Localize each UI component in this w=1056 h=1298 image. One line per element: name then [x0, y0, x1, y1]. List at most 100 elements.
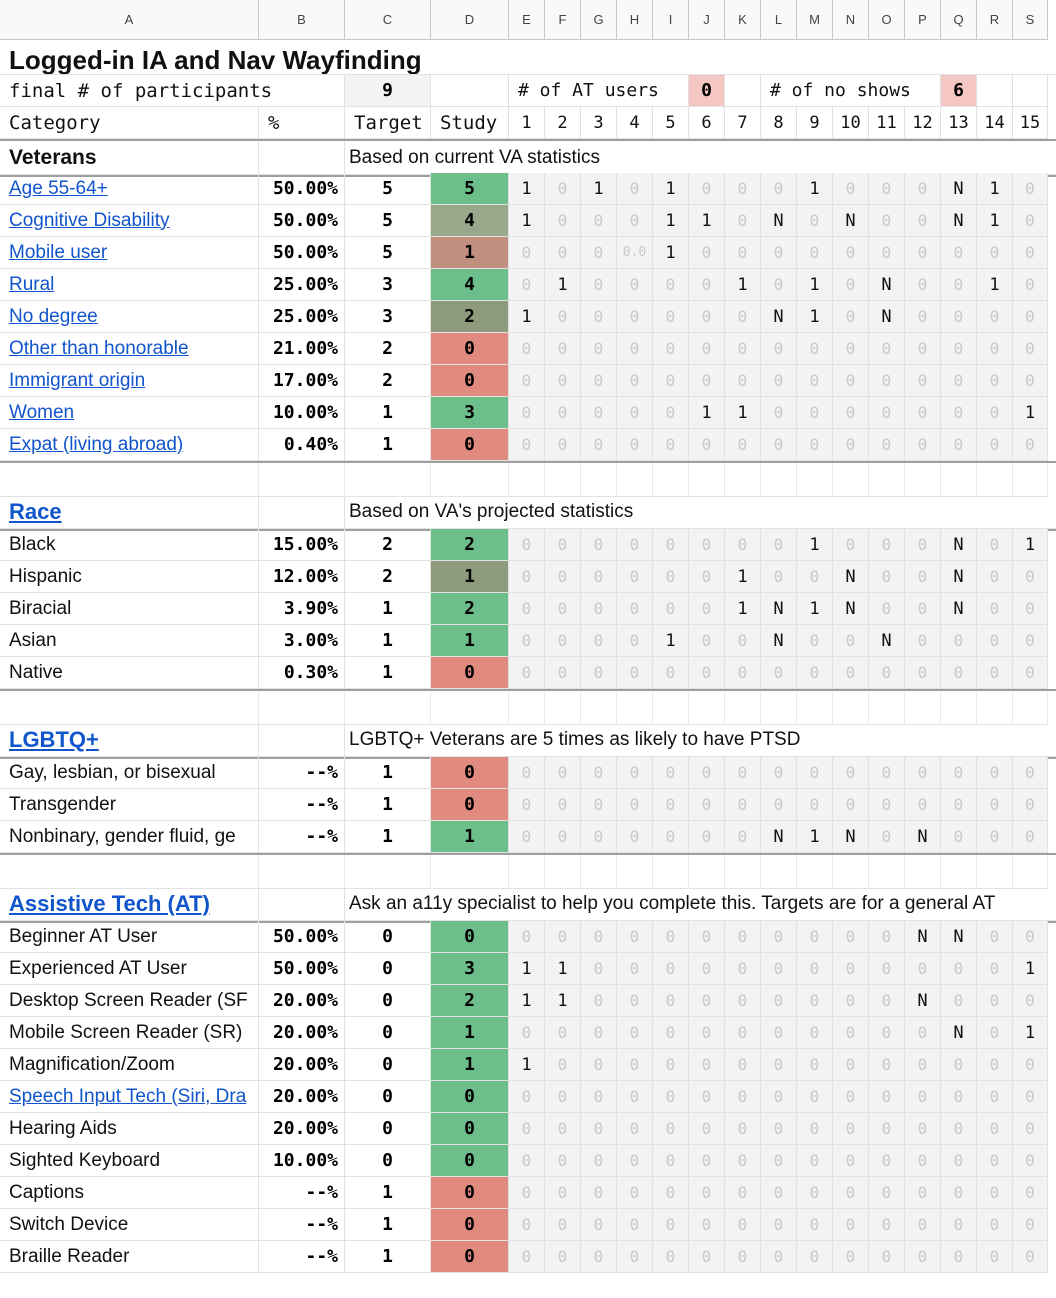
participant-cell[interactable]: 0	[581, 1145, 617, 1177]
participant-cell[interactable]: 1	[725, 397, 761, 429]
participant-cell[interactable]: 0	[797, 1145, 833, 1177]
participant-cell[interactable]: 0	[833, 301, 869, 333]
empty-cell[interactable]	[431, 691, 509, 725]
participant-cell[interactable]: 1	[797, 173, 833, 205]
participant-cell[interactable]: 1	[977, 205, 1013, 237]
percent-cell[interactable]: 20.00%	[259, 985, 345, 1017]
participant-cell[interactable]: 0	[509, 365, 545, 397]
participant-cell[interactable]: 0	[653, 1177, 689, 1209]
participant-cell[interactable]: 0	[797, 397, 833, 429]
participant-cell[interactable]: 0	[509, 561, 545, 593]
participant-cell[interactable]: 0	[725, 953, 761, 985]
participant-cell[interactable]: 0	[689, 237, 725, 269]
participant-cell[interactable]: 0	[581, 205, 617, 237]
empty-cell[interactable]	[833, 463, 869, 497]
participant-cell[interactable]: 0	[869, 1145, 905, 1177]
participant-cell[interactable]: N	[761, 625, 797, 657]
participant-cell[interactable]: 0	[869, 237, 905, 269]
target-cell[interactable]: 5	[345, 237, 431, 269]
at-users-label[interactable]: # of AT users	[509, 75, 689, 107]
empty-cell[interactable]	[431, 855, 509, 889]
participant-cell[interactable]: 0	[869, 757, 905, 789]
participant-cell[interactable]: 0	[941, 333, 977, 365]
percent-cell[interactable]: 50.00%	[259, 173, 345, 205]
participant-cell[interactable]: 0	[653, 821, 689, 853]
participant-cell[interactable]: 0	[581, 953, 617, 985]
percent-cell[interactable]: 3.90%	[259, 593, 345, 625]
participant-cell[interactable]: N	[941, 921, 977, 953]
study-cell[interactable]: 0	[431, 1209, 509, 1241]
section-title[interactable]: Race	[0, 495, 259, 529]
study-cell[interactable]: 2	[431, 985, 509, 1017]
participant-cell[interactable]: 0	[869, 173, 905, 205]
row-label[interactable]: Nonbinary, gender fluid, ge	[0, 821, 259, 853]
participant-cell[interactable]: 0	[509, 237, 545, 269]
participant-cell[interactable]: 0	[1013, 789, 1048, 821]
participant-cell[interactable]: 0	[581, 657, 617, 689]
percent-cell[interactable]: --%	[259, 1177, 345, 1209]
participant-cell[interactable]: 0	[905, 205, 941, 237]
participant-cell[interactable]: 0	[653, 953, 689, 985]
participant-cell[interactable]: 0	[689, 985, 725, 1017]
participant-cell[interactable]: 0	[869, 1081, 905, 1113]
participant-cell[interactable]: 0	[869, 921, 905, 953]
participant-cell[interactable]: 0	[545, 757, 581, 789]
target-cell[interactable]: 1	[345, 1241, 431, 1273]
participant-cell[interactable]: 0	[761, 1145, 797, 1177]
sheet-title[interactable]: Logged-in IA and Nav Wayfinding	[0, 40, 1056, 75]
participant-cell[interactable]: 1	[797, 593, 833, 625]
participant-cell[interactable]: 0	[941, 625, 977, 657]
participant-cell[interactable]: 0	[545, 789, 581, 821]
participant-cell[interactable]: 0	[761, 789, 797, 821]
percent-cell[interactable]: 25.00%	[259, 301, 345, 333]
target-cell[interactable]: 1	[345, 1177, 431, 1209]
column-header-a[interactable]: A	[0, 0, 259, 40]
summary-blank-r[interactable]	[977, 75, 1013, 107]
participant-cell[interactable]: 0	[545, 397, 581, 429]
empty-cell[interactable]	[545, 855, 581, 889]
participant-cell[interactable]: 0	[869, 1209, 905, 1241]
participant-cell[interactable]: 0	[797, 1113, 833, 1145]
participant-cell[interactable]: 0	[581, 985, 617, 1017]
empty-cell[interactable]	[797, 855, 833, 889]
percent-cell[interactable]: 0.40%	[259, 429, 345, 461]
participant-cell[interactable]: 0	[725, 921, 761, 953]
participant-cell[interactable]: 0	[725, 1209, 761, 1241]
participant-cell[interactable]: 0	[833, 1241, 869, 1273]
participant-cell[interactable]: 0	[509, 921, 545, 953]
empty-cell[interactable]	[653, 855, 689, 889]
participant-cell[interactable]: 0	[905, 1177, 941, 1209]
participant-cell[interactable]: 0	[725, 429, 761, 461]
empty-cell[interactable]	[1013, 691, 1048, 725]
participant-cell[interactable]: 0	[725, 985, 761, 1017]
participant-cell[interactable]: 0	[545, 529, 581, 561]
participant-cell[interactable]: 0	[617, 953, 653, 985]
participant-cell[interactable]: 0	[977, 985, 1013, 1017]
participant-cell[interactable]: 0	[653, 757, 689, 789]
column-header-i[interactable]: I	[653, 0, 689, 40]
participant-cell[interactable]: N	[869, 625, 905, 657]
percent-cell[interactable]: 50.00%	[259, 205, 345, 237]
participant-cell[interactable]: 0	[617, 397, 653, 429]
participant-cell[interactable]: 0	[689, 1081, 725, 1113]
participant-cell[interactable]: 0	[977, 561, 1013, 593]
participant-cell[interactable]: 0	[509, 529, 545, 561]
participant-cell[interactable]: 0	[689, 625, 725, 657]
section-title-blank[interactable]	[259, 141, 345, 175]
participant-cell[interactable]: 0	[689, 789, 725, 821]
row-label[interactable]: Mobile Screen Reader (SR)	[0, 1017, 259, 1049]
participant-cell[interactable]: 0	[725, 529, 761, 561]
section-title[interactable]: Veterans	[0, 141, 259, 175]
participant-cell[interactable]: N	[941, 561, 977, 593]
target-cell[interactable]: 3	[345, 301, 431, 333]
participant-cell[interactable]: 0	[617, 1049, 653, 1081]
participant-cell[interactable]: 0	[905, 429, 941, 461]
empty-cell[interactable]	[977, 463, 1013, 497]
participant-cell[interactable]: 0	[653, 269, 689, 301]
participant-cell[interactable]: 0	[725, 1145, 761, 1177]
section-note[interactable]: Based on VA's projected statistics	[345, 495, 1056, 529]
header-participant-11[interactable]: 11	[869, 107, 905, 139]
row-label[interactable]: Biracial	[0, 593, 259, 625]
participant-cell[interactable]: 0	[653, 1209, 689, 1241]
participant-cell[interactable]: 0	[689, 821, 725, 853]
